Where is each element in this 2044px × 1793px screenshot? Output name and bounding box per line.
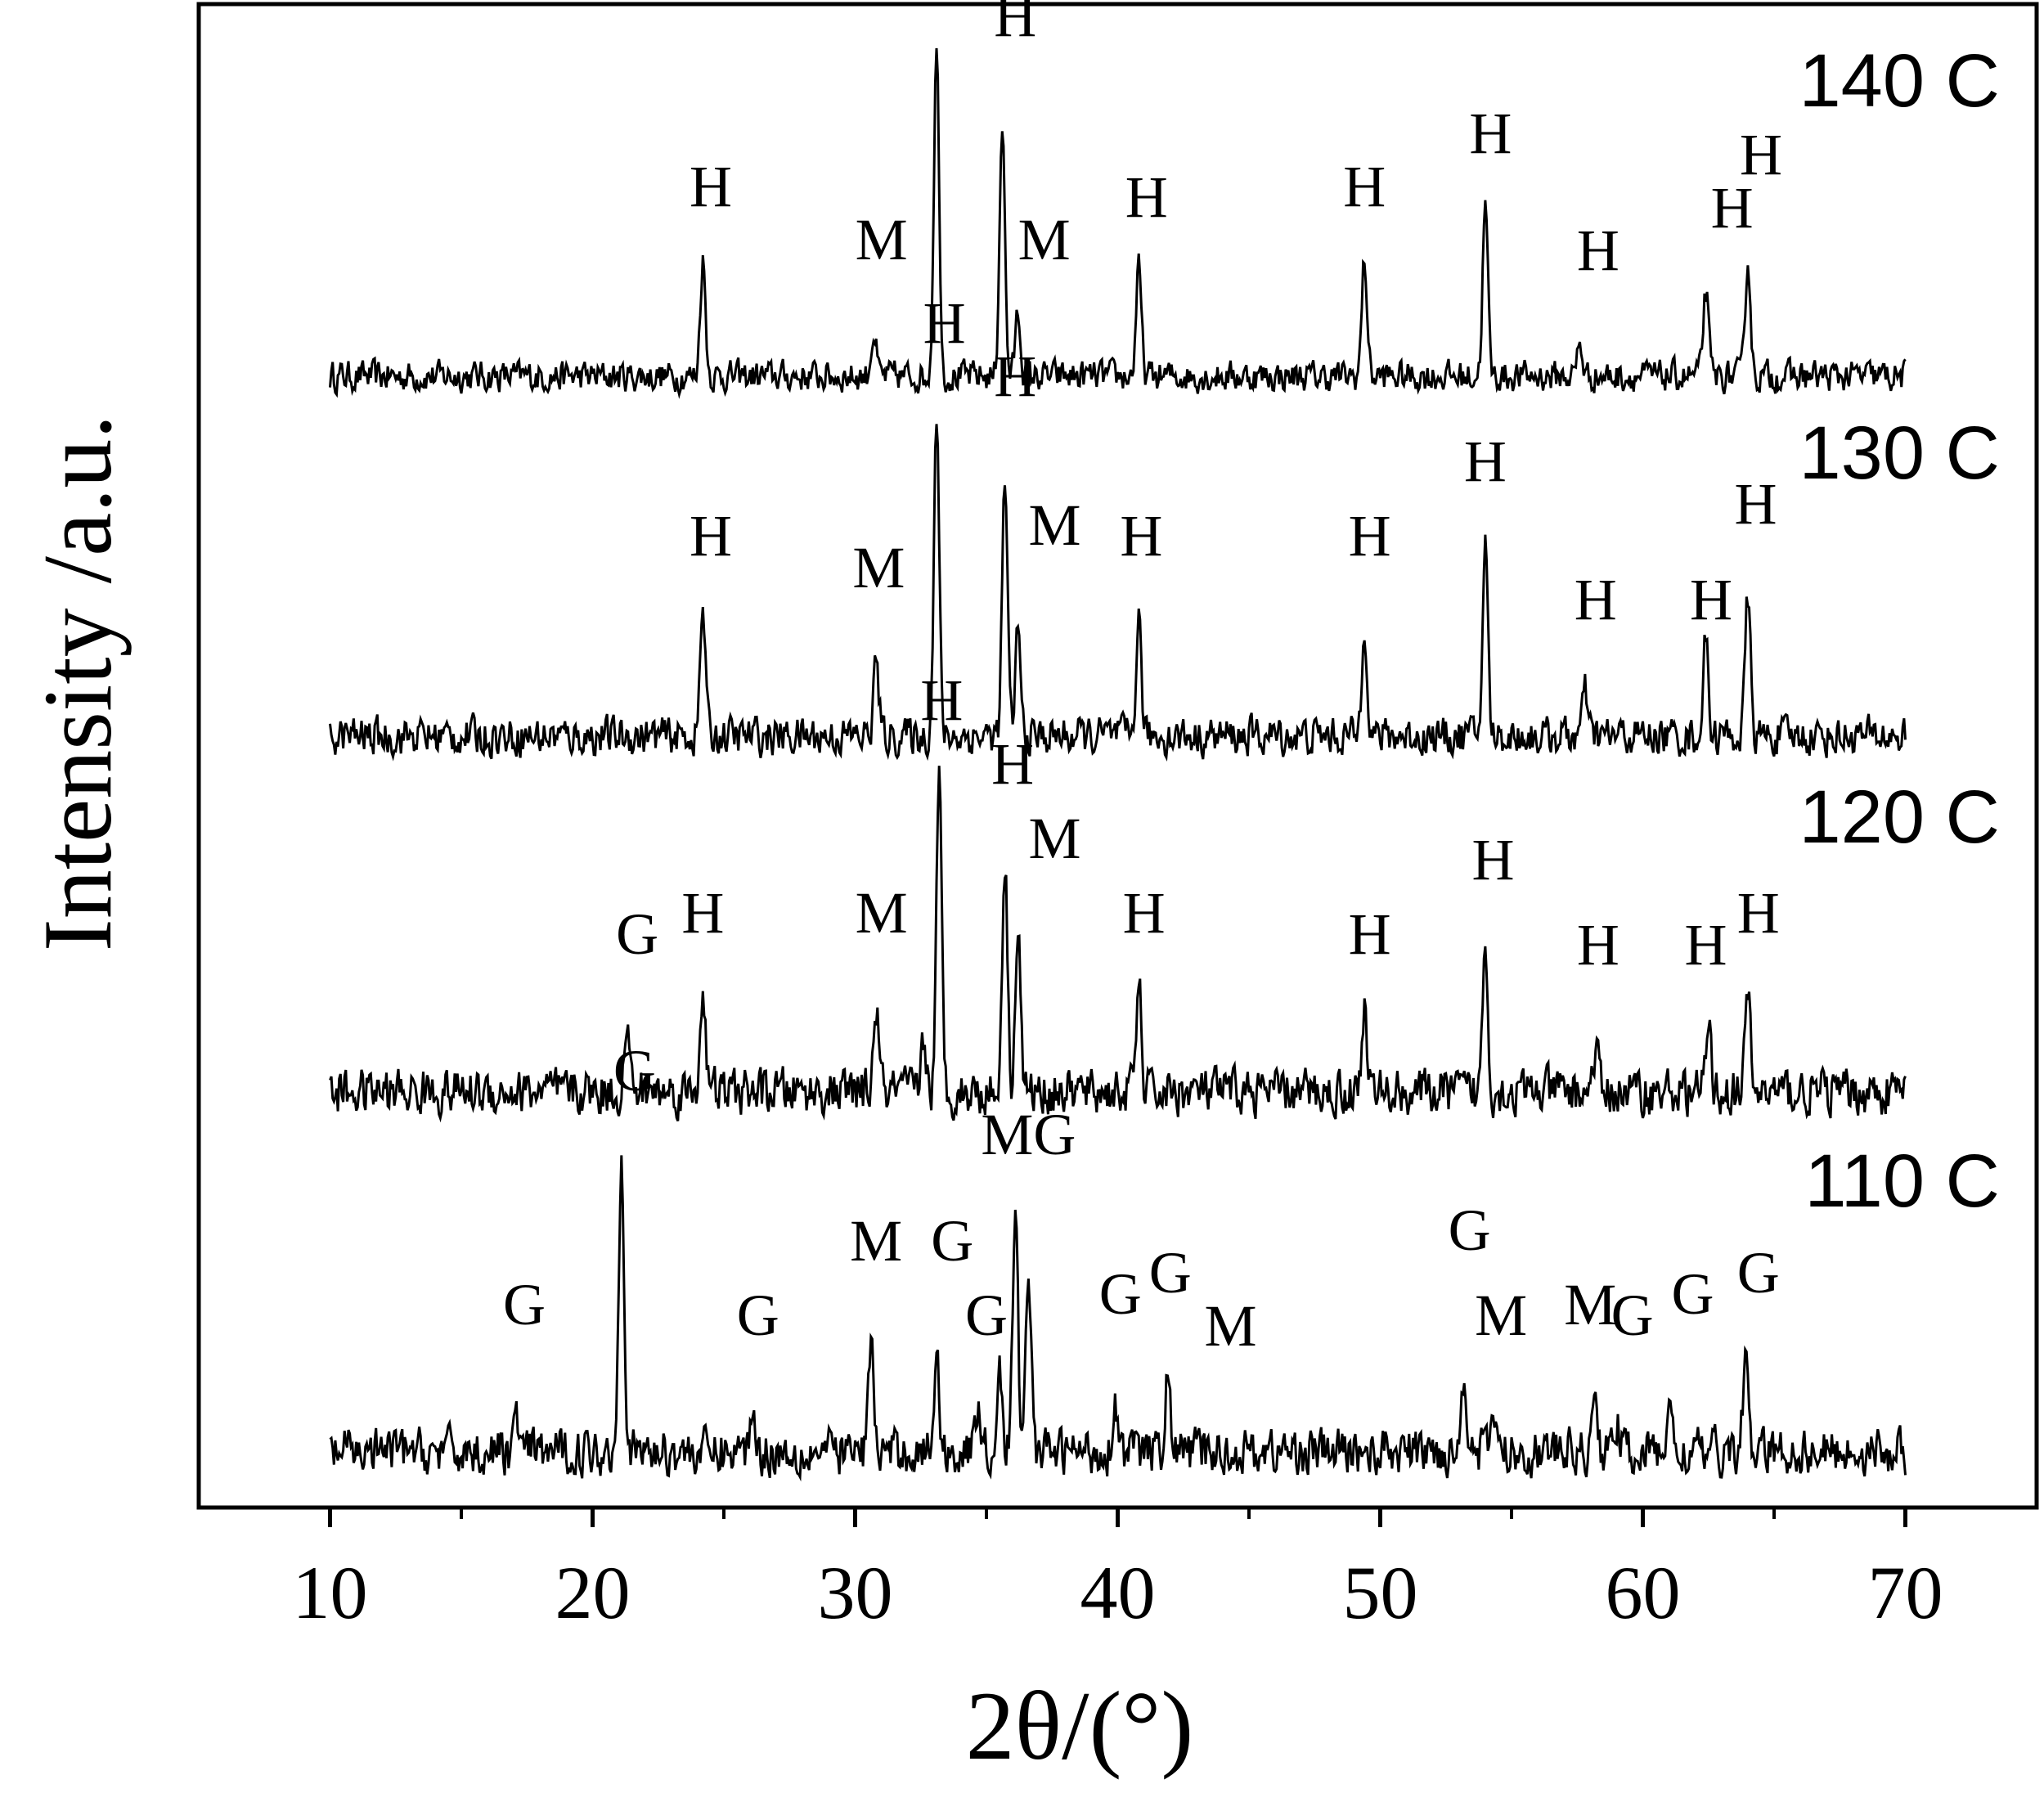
- series-label: 140 C: [1799, 39, 2001, 123]
- peak-label: H: [1349, 901, 1391, 967]
- peak-label: H: [690, 503, 732, 568]
- peak-label: H: [920, 667, 963, 733]
- xrd-trace: [329, 766, 1907, 1123]
- peak-label: M: [856, 207, 908, 272]
- peak-label: G: [1449, 1198, 1491, 1263]
- peak-label: H: [1737, 880, 1780, 946]
- peak-label: H: [1577, 218, 1619, 283]
- y-axis-label: Intensity /a.u.: [23, 415, 132, 952]
- peak-label: H: [1685, 912, 1727, 977]
- peak-label: G: [616, 901, 658, 967]
- peak-label: G: [1737, 1240, 1780, 1305]
- peak-label: G: [965, 1283, 1008, 1348]
- x-axis-label: 2θ/(°): [966, 1671, 1194, 1780]
- peak-label: H: [991, 731, 1034, 797]
- peak-label: M: [850, 1208, 902, 1274]
- peak-label: H: [1343, 154, 1386, 219]
- peak-label: M: [1564, 1272, 1616, 1337]
- peak-label: M: [852, 535, 905, 600]
- peak-label: G: [931, 1208, 973, 1274]
- peak-label: MG: [981, 1102, 1076, 1167]
- x-tick-label: 70: [1868, 1551, 1943, 1634]
- peak-label: H: [1735, 471, 1777, 537]
- peak-label: H: [681, 880, 724, 946]
- peak-label: H: [1711, 175, 1754, 240]
- peak-label: H: [994, 0, 1036, 49]
- peak-label: H: [1464, 429, 1507, 494]
- peak-label: M: [1028, 806, 1080, 871]
- peak-label: M: [1018, 207, 1071, 272]
- peak-label: H: [1472, 827, 1515, 892]
- peak-label: G: [1611, 1283, 1654, 1348]
- x-tick-label: 20: [555, 1551, 631, 1634]
- x-tick-label: 60: [1606, 1551, 1681, 1634]
- xrd-trace: [329, 424, 1907, 762]
- peak-label: G: [503, 1272, 546, 1337]
- x-axis: 10 20 30 40 50 60 70: [293, 1508, 1943, 1634]
- peak-label: G: [613, 1038, 656, 1103]
- series-label: 120 C: [1799, 775, 2001, 859]
- peak-label: G: [1671, 1261, 1714, 1327]
- peak-label: M: [1475, 1283, 1527, 1348]
- peak-label: H: [690, 154, 732, 219]
- peak-label: H: [994, 344, 1036, 409]
- peak-label: H: [1349, 503, 1391, 568]
- series-label: 110 C: [1804, 1139, 2000, 1223]
- x-tick-label: 10: [293, 1551, 368, 1634]
- peak-label: H: [1125, 164, 1168, 230]
- peak-annotations: HMHHMHHHHHHHMHHMHHHHHHGHMHHMHHHHHHGGGMGG…: [503, 0, 1782, 1359]
- peak-label: H: [1690, 567, 1732, 632]
- peak-label: G: [1099, 1261, 1142, 1327]
- series-label: 130 C: [1799, 411, 2001, 495]
- x-tick-label: 50: [1343, 1551, 1418, 1634]
- xrd-traces: [329, 47, 1907, 1482]
- peak-label: M: [1028, 492, 1080, 558]
- peak-label: H: [1123, 880, 1166, 946]
- x-tick-label: 30: [818, 1551, 893, 1634]
- peak-label: H: [1469, 101, 1512, 166]
- xrd-trace: [329, 47, 1907, 399]
- peak-label: H: [1120, 503, 1162, 568]
- peak-label: H: [1740, 122, 1782, 187]
- peak-label: G: [1149, 1240, 1192, 1305]
- xrd-trace: [329, 1155, 1907, 1482]
- peak-label: M: [856, 880, 908, 946]
- peak-label: M: [1205, 1293, 1257, 1359]
- peak-label: H: [1575, 567, 1617, 632]
- peak-label: H: [923, 290, 966, 356]
- peak-label: H: [1577, 912, 1619, 977]
- series-labels: 140 C 130 C 120 C 110 C: [1799, 39, 2001, 1223]
- peak-label: G: [737, 1283, 779, 1348]
- x-tick-label: 40: [1080, 1551, 1156, 1634]
